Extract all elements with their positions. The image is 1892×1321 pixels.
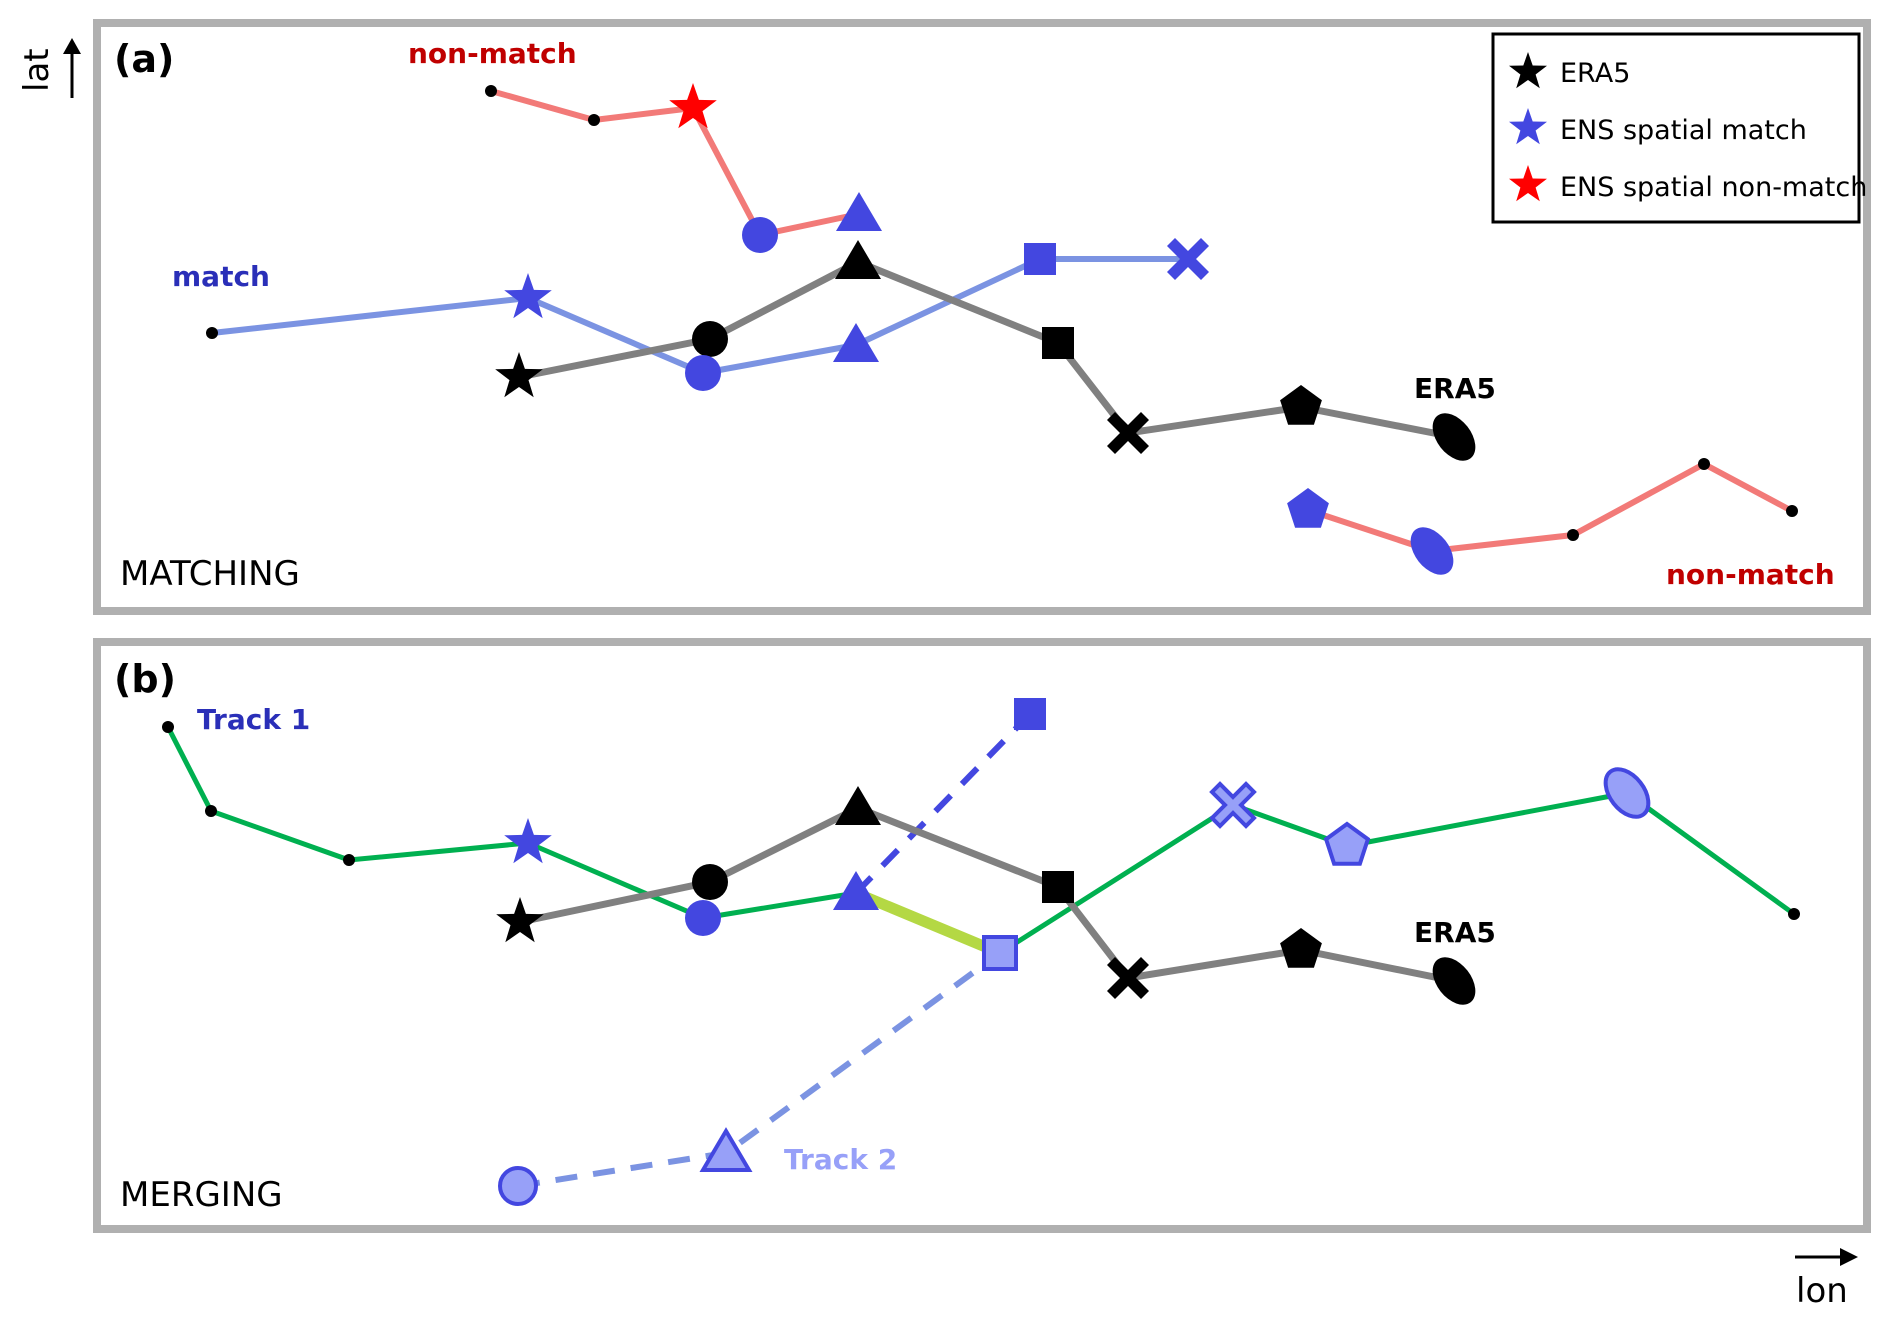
triangle-marker: [835, 240, 881, 279]
y-axis-label: lat: [17, 48, 57, 92]
pentagon-marker: [1323, 821, 1371, 866]
square-marker: [1024, 243, 1056, 275]
legend-label: ENS spatial non-match: [1560, 172, 1867, 203]
track1-label: Track 1: [197, 703, 310, 736]
legend-star-icon: [1509, 52, 1547, 89]
triangle-marker: [836, 192, 882, 231]
match-label: match: [172, 260, 270, 293]
dot-marker: [588, 114, 600, 126]
circle-marker: [685, 355, 721, 391]
circle-marker: [692, 321, 728, 357]
dot-marker: [1698, 458, 1710, 470]
star-marker: [504, 818, 552, 864]
ellipse-marker: [1410, 527, 1454, 575]
track1-branch-dashed-line: [853, 711, 1033, 896]
panel-a-tag: (a): [114, 37, 174, 81]
panel-merging: (b) MERGING Track 1 Track 2 ERA5: [93, 638, 1871, 1233]
dot-marker: [162, 721, 174, 733]
ellipse-marker: [1603, 767, 1651, 819]
triangle-marker: [699, 1127, 753, 1172]
legend-label: ERA5: [1560, 58, 1630, 89]
star-icon: [1509, 108, 1547, 145]
lon-arrow-icon: [1795, 1248, 1858, 1266]
legend-star-icon: [1509, 165, 1547, 202]
dot-marker: [1788, 908, 1800, 920]
lat-arrow-icon: [63, 38, 81, 98]
square-marker: [1042, 871, 1074, 903]
ellipse-marker: [1432, 413, 1476, 461]
legend-box: [1491, 32, 1861, 224]
panel-b-tag: (b): [114, 657, 176, 701]
star-icon: [1509, 52, 1547, 89]
legend-item-ens-nonmatch: ENS spatial non-match: [1509, 165, 1867, 203]
legend-item-ens-match: ENS spatial match: [1509, 108, 1807, 146]
dot-marker: [1786, 505, 1798, 517]
legend-item-era5: ERA5: [1509, 52, 1630, 89]
x-marker: [1167, 238, 1209, 280]
circle-marker: [742, 217, 778, 253]
era5-label-a: ERA5: [1414, 372, 1496, 405]
nonmatch-bottom-label: non-match: [1666, 558, 1835, 591]
star-icon: [1509, 165, 1547, 202]
circle-marker: [685, 900, 721, 936]
square-marker: [1014, 698, 1046, 730]
tracks-b: [162, 698, 1800, 1206]
legend: ERA5 ENS spatial match ENS spatial non-m…: [1491, 32, 1867, 224]
era5-label-b: ERA5: [1414, 916, 1496, 949]
pentagon-marker: [1280, 928, 1322, 968]
match-track-line: [209, 256, 1191, 376]
x-marker: [1209, 781, 1257, 829]
tracks-a: [206, 83, 1798, 575]
star-marker: [504, 273, 552, 319]
track2-label: Track 2: [784, 1143, 897, 1176]
legend-star-icon: [1509, 108, 1547, 145]
dot-marker: [485, 85, 497, 97]
dot-marker: [343, 854, 355, 866]
dot-marker: [206, 327, 218, 339]
merge-segment-line: [850, 887, 1006, 959]
triangle-marker: [833, 871, 879, 910]
ellipse-marker: [1432, 957, 1476, 1005]
dot-marker: [205, 805, 217, 817]
track1-line-before-merge: [165, 724, 859, 921]
square-marker: [982, 935, 1018, 971]
panel-a-title: MATCHING: [120, 554, 300, 594]
circle-marker: [498, 1166, 538, 1206]
star-marker: [495, 352, 543, 398]
panel-matching: (a) MATCHING non-match match ERA5 non-ma…: [93, 19, 1871, 615]
star-marker: [669, 83, 717, 129]
triangle-marker: [833, 323, 879, 362]
pentagon-marker: [1280, 385, 1322, 425]
nonmatch-top-label: non-match: [408, 37, 577, 70]
panel-b-title: MERGING: [120, 1175, 283, 1215]
triangle-marker: [835, 786, 881, 825]
dot-marker: [1567, 529, 1579, 541]
square-marker: [1042, 327, 1074, 359]
pentagon-marker: [1287, 488, 1329, 528]
star-marker: [496, 897, 544, 943]
x-marker: [1107, 957, 1149, 999]
circle-marker: [692, 864, 728, 900]
x-axis-label: lon: [1796, 1271, 1848, 1311]
legend-label: ENS spatial match: [1560, 115, 1807, 146]
x-marker: [1107, 412, 1149, 454]
